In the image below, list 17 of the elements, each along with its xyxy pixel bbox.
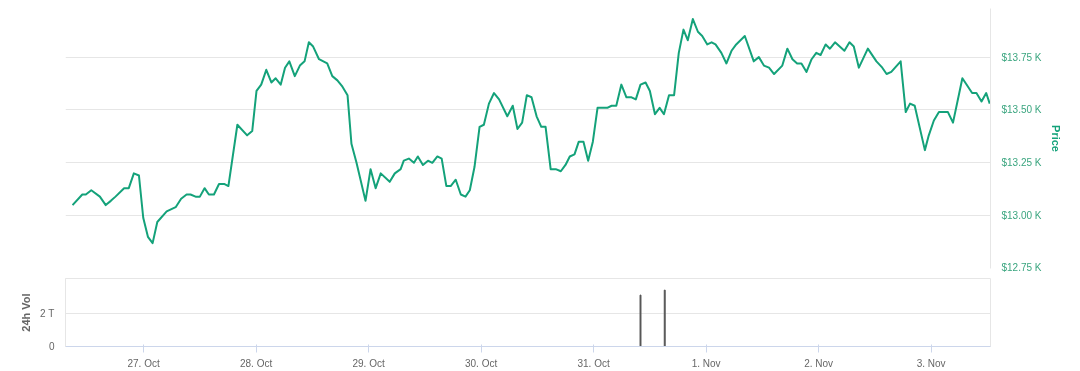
x-tick-label: 27. Oct [127,357,160,369]
x-tick-label: 28. Oct [240,357,273,369]
y-axis-title: Price [1049,125,1062,152]
x-tick-label: 1. Nov [691,357,721,369]
y-tick-label: 2 T [40,307,55,319]
x-tick-label: 2. Nov [804,357,834,369]
x-tick-label: 31. Oct [577,357,610,369]
y-tick-label: $13.75 K [1001,51,1042,63]
y-axis-title: 24h Vol [20,293,33,332]
x-tick-label: 30. Oct [465,357,498,369]
y-tick-label: $13.00 K [1001,210,1042,222]
y-tick-label: $12.75 K [1001,261,1042,273]
x-tick-label: 29. Oct [352,357,385,369]
y-tick-label: $13.25 K [1001,157,1042,169]
x-tick-label: 3. Nov [916,357,946,369]
y-tick-label: 0 [48,341,55,352]
y-tick-label: $13.50 K [1001,104,1042,116]
